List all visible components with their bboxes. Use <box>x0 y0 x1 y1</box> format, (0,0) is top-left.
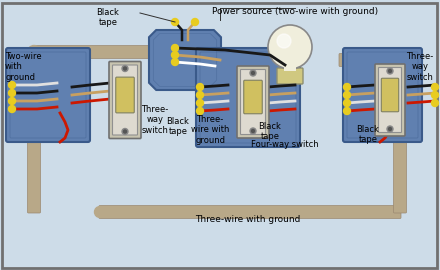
Circle shape <box>122 129 128 134</box>
Circle shape <box>122 66 128 72</box>
Text: Three-
way
switch: Three- way switch <box>141 105 169 135</box>
FancyBboxPatch shape <box>378 68 401 133</box>
Circle shape <box>95 207 106 218</box>
FancyBboxPatch shape <box>113 65 138 135</box>
Text: Black
tape: Black tape <box>96 8 119 27</box>
FancyBboxPatch shape <box>116 77 134 113</box>
Circle shape <box>344 100 351 106</box>
FancyBboxPatch shape <box>284 61 296 71</box>
Text: Four-way switch: Four-way switch <box>251 140 319 149</box>
Text: Black
tape: Black tape <box>356 125 379 144</box>
Circle shape <box>432 92 439 99</box>
Circle shape <box>389 69 392 73</box>
Circle shape <box>197 83 203 90</box>
Circle shape <box>344 107 351 114</box>
Text: Three-
wire with
ground: Three- wire with ground <box>191 115 229 145</box>
FancyBboxPatch shape <box>339 53 401 66</box>
FancyBboxPatch shape <box>244 80 262 114</box>
Circle shape <box>172 52 179 59</box>
Circle shape <box>197 100 203 106</box>
Circle shape <box>387 68 393 74</box>
Circle shape <box>252 130 254 133</box>
Circle shape <box>389 127 392 130</box>
Text: Three-
way
switch: Three- way switch <box>407 52 434 82</box>
Polygon shape <box>149 30 221 90</box>
Circle shape <box>8 106 15 113</box>
FancyBboxPatch shape <box>237 66 269 138</box>
Text: Two-wire
with
ground: Two-wire with ground <box>5 52 42 82</box>
Circle shape <box>124 130 127 133</box>
Circle shape <box>432 83 439 90</box>
Circle shape <box>344 83 351 90</box>
Circle shape <box>172 59 179 66</box>
FancyBboxPatch shape <box>28 51 40 213</box>
Circle shape <box>268 25 312 69</box>
Circle shape <box>277 34 291 48</box>
Circle shape <box>191 19 198 25</box>
Text: Black
tape: Black tape <box>167 117 190 136</box>
Circle shape <box>172 45 179 52</box>
FancyBboxPatch shape <box>196 48 300 147</box>
FancyBboxPatch shape <box>381 78 399 112</box>
FancyBboxPatch shape <box>277 68 303 84</box>
Circle shape <box>8 97 15 104</box>
Circle shape <box>252 72 254 75</box>
FancyBboxPatch shape <box>393 59 407 213</box>
Circle shape <box>344 92 351 99</box>
Circle shape <box>387 126 393 132</box>
Text: Black
tape: Black tape <box>259 122 282 141</box>
FancyBboxPatch shape <box>109 62 141 139</box>
Circle shape <box>250 70 256 76</box>
Circle shape <box>8 82 15 89</box>
Text: Three-wire with ground: Three-wire with ground <box>195 215 301 224</box>
FancyBboxPatch shape <box>6 48 90 142</box>
Circle shape <box>250 128 256 134</box>
FancyBboxPatch shape <box>241 69 265 134</box>
Circle shape <box>197 92 203 99</box>
Circle shape <box>28 46 40 59</box>
Circle shape <box>8 89 15 96</box>
Circle shape <box>172 19 179 25</box>
FancyBboxPatch shape <box>99 205 401 218</box>
Circle shape <box>197 107 203 114</box>
Circle shape <box>395 55 406 66</box>
Text: Power source (two-wire with ground): Power source (two-wire with ground) <box>212 7 378 16</box>
FancyBboxPatch shape <box>33 46 171 59</box>
Circle shape <box>124 67 127 70</box>
Circle shape <box>432 100 439 106</box>
FancyBboxPatch shape <box>343 48 422 142</box>
FancyBboxPatch shape <box>375 64 405 136</box>
